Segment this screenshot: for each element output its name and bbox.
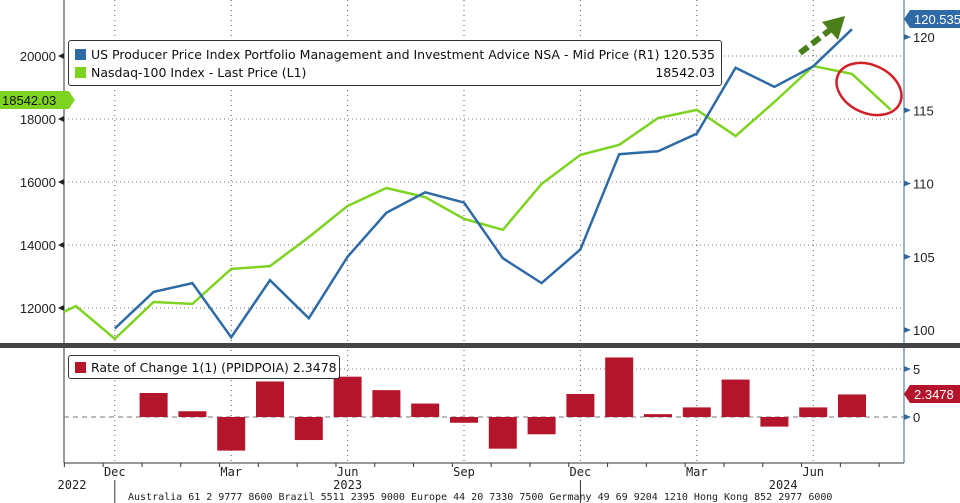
x-tick-label: Jun xyxy=(802,465,824,479)
roc-last-badge: 2.3478 xyxy=(904,385,960,403)
left-tick-marker xyxy=(58,179,64,185)
roc-last-badge-shape xyxy=(904,385,960,403)
right-tick-label: 110 xyxy=(913,177,934,192)
left-tick-label: 18000 xyxy=(20,112,56,127)
red-circle-highlight xyxy=(835,61,903,117)
legend-item-ppi: US Producer Price Index Portfolio Manage… xyxy=(75,46,715,62)
legend-label-nasdaq: Nasdaq-100 Index - Last Price (L1) xyxy=(91,64,307,80)
x-tick-label: Mar xyxy=(220,465,242,479)
ppi-last-badge-text: 120.535 xyxy=(914,12,960,27)
roc-bar xyxy=(139,393,168,417)
roc-bar xyxy=(566,393,595,417)
right-tick-marker xyxy=(904,34,911,40)
right-tick-marker xyxy=(904,180,911,187)
roc-bar xyxy=(488,417,517,449)
panel-separator xyxy=(0,343,960,348)
top-legend: US Producer Price Index Portfolio Manage… xyxy=(68,40,722,86)
roc-bar xyxy=(760,417,789,427)
left-tick-marker xyxy=(58,305,64,311)
legend-value-ppi: 120.535 xyxy=(663,46,715,62)
year-label: 2023 xyxy=(333,478,362,492)
left-tick-label: 14000 xyxy=(20,238,56,253)
ppi-last-badge-shape xyxy=(904,10,960,28)
bottom-legend: Rate of Change 1(1) (PPIDPOIA) 2.3478 xyxy=(68,355,340,379)
roc-bar xyxy=(605,357,634,417)
roc-last-badge-text: 2.3478 xyxy=(914,387,954,402)
roc-bar xyxy=(838,394,866,417)
x-tick-label: Sep xyxy=(453,465,475,479)
x-tick-label: Jun xyxy=(337,465,359,479)
left-tick-marker xyxy=(58,53,64,59)
right-tick-marker xyxy=(904,253,911,260)
legend-item-nasdaq: Nasdaq-100 Index - Last Price (L1) 18542… xyxy=(75,64,715,80)
roc-bar xyxy=(217,417,246,451)
bottom-tick-marker xyxy=(904,366,911,372)
roc-bar xyxy=(450,417,478,423)
roc-bar xyxy=(333,376,362,417)
bottom-tick-label: 5 xyxy=(913,362,920,377)
legend-value-nasdaq: 18542.03 xyxy=(655,64,715,80)
right-tick-marker xyxy=(904,107,911,114)
ppi-last-badge: 120.535 xyxy=(904,10,960,28)
right-tick-marker xyxy=(904,327,911,333)
bottom-tick-marker xyxy=(904,414,911,420)
nasdaq-last-badge-shape xyxy=(0,91,75,109)
year-label: 2024 xyxy=(769,478,798,492)
legend-label-ppi: US Producer Price Index Portfolio Manage… xyxy=(91,46,660,62)
ppi-swatch xyxy=(75,48,86,60)
roc-bar xyxy=(799,407,828,417)
right-tick-label: 120 xyxy=(913,30,935,45)
ppi-line xyxy=(113,28,853,340)
x-tick-label: Dec xyxy=(570,465,592,479)
roc-bar xyxy=(178,411,207,417)
green-arrow-head-icon xyxy=(822,16,845,40)
roc-bar xyxy=(256,381,284,417)
footer-contacts: Australia 61 2 9777 8600 Brazil 5511 239… xyxy=(128,492,833,503)
nasdaq-line xyxy=(63,64,892,341)
roc-bar xyxy=(721,379,750,417)
roc-bar xyxy=(644,414,672,417)
nasdaq-last-badge: 18542.03 xyxy=(0,91,75,109)
legend-value-roc: 2.3478 xyxy=(292,359,337,375)
right-tick-label: 100 xyxy=(913,323,935,338)
right-tick-label: 105 xyxy=(913,250,935,265)
left-tick-marker xyxy=(58,242,64,248)
nasdaq-swatch xyxy=(75,66,86,78)
roc-bar xyxy=(294,417,323,441)
roc-swatch xyxy=(75,361,86,373)
left-tick-marker xyxy=(58,116,64,122)
green-arrow-shaft xyxy=(798,27,832,56)
left-tick-label: 16000 xyxy=(20,175,56,190)
nasdaq-last-badge-text: 18542.03 xyxy=(2,93,56,108)
x-tick-label: Mar xyxy=(686,465,708,479)
x-tick-label: Dec xyxy=(104,465,126,479)
legend-label-roc: Rate of Change 1(1) (PPIDPOIA) xyxy=(91,359,289,375)
left-tick-label: 12000 xyxy=(20,301,56,316)
roc-bar xyxy=(527,417,556,435)
roc-bar xyxy=(411,403,440,417)
roc-bar xyxy=(682,407,711,417)
right-tick-label: 115 xyxy=(913,103,934,118)
bottom-tick-label: 0 xyxy=(913,410,920,425)
year-label: 2022 xyxy=(58,478,87,492)
roc-bar xyxy=(372,390,401,417)
left-tick-label: 20000 xyxy=(20,49,56,64)
